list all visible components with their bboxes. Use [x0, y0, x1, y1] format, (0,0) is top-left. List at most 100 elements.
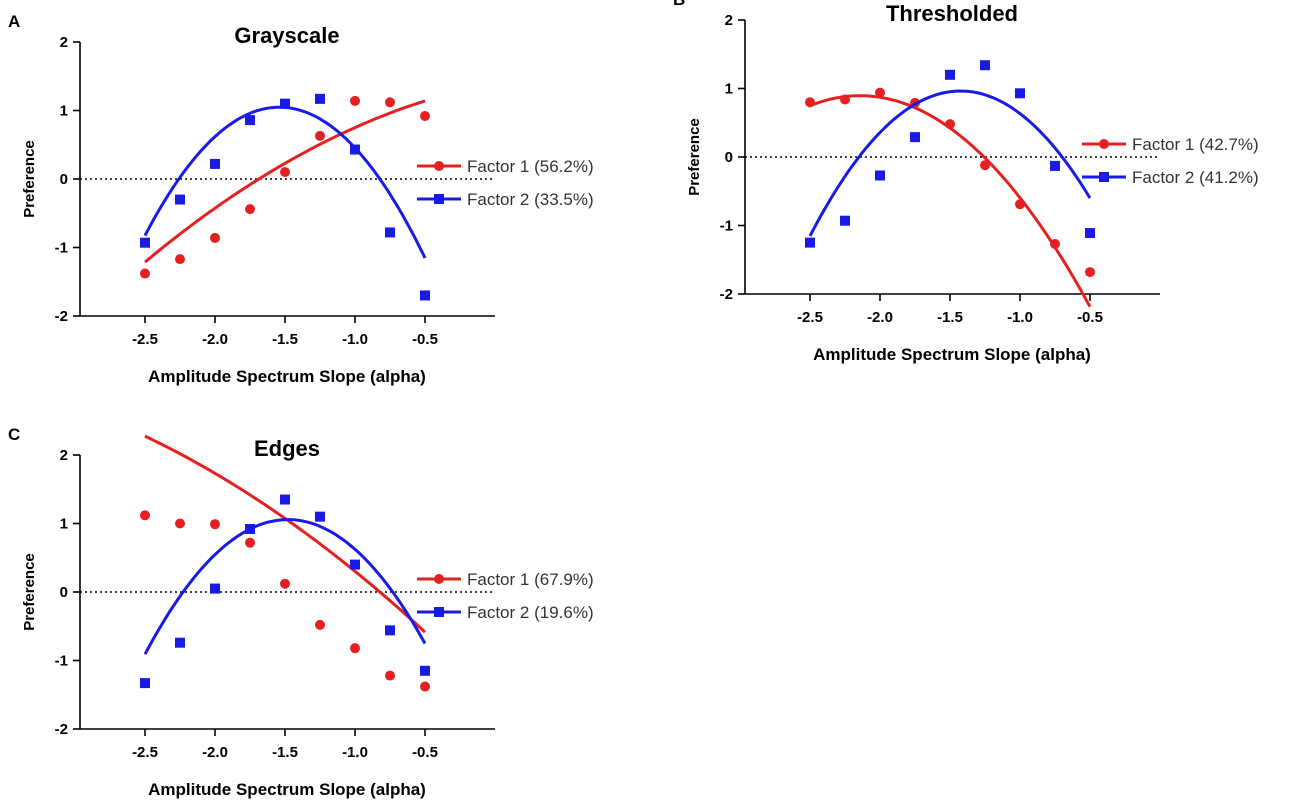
panel-a-series-1-point: [350, 95, 360, 106]
panel-b-series-2-point: [1050, 160, 1060, 171]
panel-a-series-2-point: [350, 144, 360, 155]
panel-a-series-2-point: [420, 290, 430, 301]
panel-c-series-2-point: [420, 665, 430, 676]
panel-a-legend-marker-1: [434, 161, 444, 171]
panel-a-ytick-label: -2: [55, 308, 68, 325]
panel-c-legend-marker-2: [434, 607, 444, 617]
panel-a-series-1-point: [210, 232, 220, 243]
panel-a-series-2-point: [315, 93, 325, 104]
panel-c-ylabel: Preference: [21, 553, 38, 631]
panel-b-series-1-point: [875, 87, 885, 98]
panel-c-series-2-point: [140, 678, 150, 689]
panel-c-series-1-point: [385, 670, 395, 681]
panel-c-title: Edges: [254, 436, 320, 461]
panel-b-series-2-point: [840, 215, 850, 226]
panel-a-series-2-point: [210, 158, 220, 169]
panel-b-series-1-point: [1015, 199, 1025, 210]
panel-a-ytick-label: -1: [55, 240, 68, 257]
panel-b-xtick-label: -2.5: [797, 309, 823, 326]
panel-c-series-1-point: [350, 643, 360, 654]
panel-b-ytick-label: 0: [725, 149, 733, 166]
panel-c-xtick-label: -1.0: [342, 744, 368, 761]
panel-c-series-1-point: [210, 519, 220, 530]
panel-c-ytick-label: -2: [55, 721, 68, 738]
panel-b-series-1-point: [1085, 267, 1095, 278]
panel-a-series-2-point: [385, 227, 395, 238]
panel-a-xtick-label: -1.5: [272, 331, 298, 348]
panel-b-xtick-label: -1.0: [1007, 309, 1033, 326]
panel-a-xtick-label: -2.5: [132, 331, 158, 348]
panel-c-series-1-point: [175, 518, 185, 529]
panel-b-series-2-point: [980, 60, 990, 71]
panel-a-series-1-point: [245, 204, 255, 215]
panel-c-ytick-label: -1: [55, 653, 68, 670]
panel-b-xtick-label: -0.5: [1077, 309, 1103, 326]
panel-c-series-1-point: [315, 619, 325, 630]
panel-c-series-2-fit-curve: [143, 518, 427, 655]
panel-c-series-2-point: [315, 511, 325, 522]
panel-b-series-2-point: [1085, 228, 1095, 239]
panel-a-legend-label-1: Factor 1 (56.2%): [467, 157, 594, 176]
panel-a-ylabel: Preference: [21, 140, 38, 218]
panel-a-series-2-point: [245, 115, 255, 126]
panel-b-ylabel: Preference: [686, 118, 703, 196]
panel-a-series-1-point: [175, 254, 185, 265]
panel-b-title: Thresholded: [886, 1, 1018, 26]
panel-b-series-2-point: [910, 132, 920, 143]
panel-c-xlabel: Amplitude Spectrum Slope (alpha): [148, 780, 426, 799]
panel-a-ytick-label: 2: [60, 34, 68, 51]
panel-c-xtick-label: -1.5: [272, 744, 298, 761]
panel-c-series-2-point: [245, 523, 255, 534]
panel-a-ytick-label: 1: [60, 103, 68, 120]
panel-c-legend-label-1: Factor 1 (67.9%): [467, 570, 594, 589]
panel-a-xtick-label: -2.0: [202, 331, 228, 348]
panel-a-xtick-label: -0.5: [412, 331, 438, 348]
panel-c-series-1-point: [140, 510, 150, 521]
panel-a-xlabel: Amplitude Spectrum Slope (alpha): [148, 367, 426, 386]
panel-c-ytick-label: 0: [60, 584, 68, 601]
panel-a-xtick-label: -1.0: [342, 331, 368, 348]
panel-a-series-1-point: [280, 167, 290, 178]
panel-c-series-1-point: [420, 681, 430, 692]
panel-b-series-1-point: [1050, 238, 1060, 249]
panel-c-legend-marker-1: [434, 574, 444, 584]
panel-c-series-1-point: [245, 537, 255, 548]
panel-a-legend-marker-2: [434, 194, 444, 204]
panel-a-legend-label-2: Factor 2 (33.5%): [467, 190, 594, 209]
panel-a-series-2-point: [175, 194, 185, 205]
panel-c: C Edges 2 1 0 -1 -2 -2.5 -2.0 -1.5 -1.0 -0.5 Amplitu…: [8, 425, 594, 799]
panel-b-legend-marker-2: [1099, 172, 1109, 182]
panel-c-series-1-point: [280, 578, 290, 589]
panel-c-series-2-point: [350, 559, 360, 570]
panel-c-xtick-label: -0.5: [412, 744, 438, 761]
panel-a-series-2-point: [280, 98, 290, 109]
panel-a-series-1-point: [140, 268, 150, 279]
panel-c-xtick-label: -2.0: [202, 744, 228, 761]
panel-a-series-1-point: [420, 110, 430, 121]
panel-a: A Grayscale 2 1 0 -1 -2 -2.5 -2.0 -1.5 -1.0 -0.5 Amp…: [8, 12, 594, 386]
panel-b-ytick-label: 2: [725, 12, 733, 29]
panel-b-series-1-point: [840, 94, 850, 105]
panel-a-series-1-point: [385, 97, 395, 108]
panel-b-series-2-point: [805, 237, 815, 248]
panel-c-xtick-label: -2.5: [132, 744, 158, 761]
panel-c-series-2-point: [175, 637, 185, 648]
panel-c-series-1-fit-curve: [144, 434, 427, 634]
panel-c-legend-label-2: Factor 2 (19.6%): [467, 603, 594, 622]
panel-c-letter: C: [8, 425, 20, 444]
panel-b-legend-label-1: Factor 1 (42.7%): [1132, 135, 1259, 154]
panel-b-series-2-fit-curve: [808, 89, 1092, 237]
panel-c-ytick-label: 2: [60, 447, 68, 464]
panel-a-title: Grayscale: [234, 23, 339, 48]
panel-b-series-2-point: [945, 69, 955, 80]
panel-b-legend-label-2: Factor 2 (41.2%): [1132, 168, 1259, 187]
panel-a-ytick-label: 0: [60, 171, 68, 188]
panel-b-xtick-label: -1.5: [937, 309, 963, 326]
panel-a-series-2-point: [140, 237, 150, 248]
panel-c-series-2-point: [210, 583, 220, 594]
panel-b: B Thresholded 2 1 0 -1 -2 -2.5 -2.0 -1.5 -1.0 -0.5 A…: [673, 0, 1259, 364]
panel-c-series-2-point: [280, 494, 290, 505]
panel-b-series-2-point: [1015, 88, 1025, 99]
panel-b-series-1-point: [980, 160, 990, 171]
